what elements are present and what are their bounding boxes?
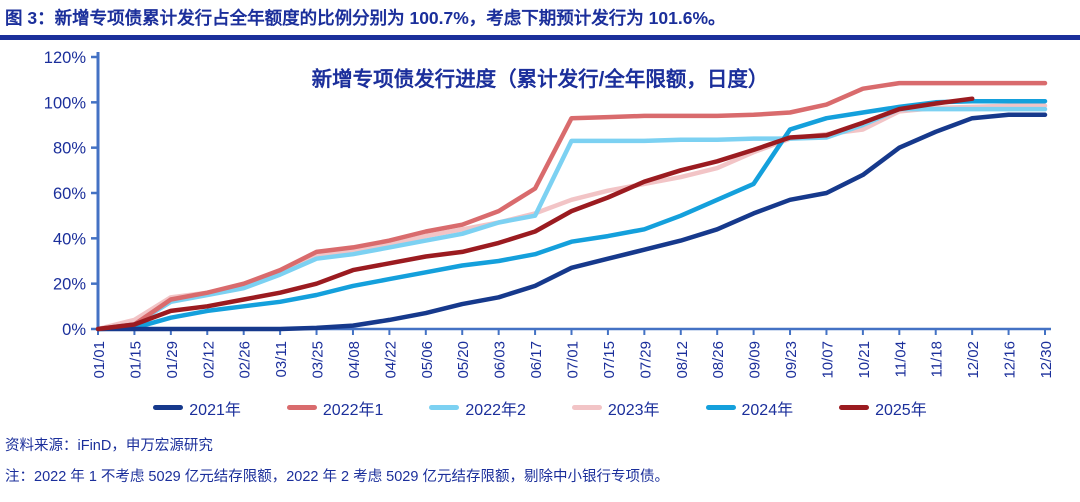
legend-label: 2025年 [875,401,927,419]
y-tick-label: 100% [44,94,87,112]
chart-title: 新增专项债发行进度（累计发行/全年限额，日度） [312,67,769,91]
x-tick-label: 05/20 [455,341,472,379]
x-tick-label: 09/23 [783,341,800,379]
x-tick-label: 03/11 [273,341,290,377]
x-tick-label: 01/01 [91,341,108,379]
legend-swatch [571,405,602,411]
x-tick-label: 08/12 [674,341,691,379]
x-tick-label: 04/22 [382,341,399,379]
x-tick-label: 01/29 [164,341,181,379]
legend-swatch [429,405,460,411]
source-line: 资料来源：iFinD，申万宏源研究 [5,437,213,454]
chart-legend: 2021年 2022年1 2022年2 2023年 2024年 2025年 [0,394,1080,422]
legend-item-2023年: 2023年 [571,396,660,420]
x-tick-label: 12/30 [1038,341,1055,379]
x-tick-label: 10/07 [819,341,836,379]
x-tick-label: 12/16 [1002,341,1019,379]
x-tick-label: 07/01 [565,341,582,379]
x-tick-label: 07/15 [601,341,618,379]
figure-footer: 资料来源：iFinD，申万宏源研究 注：2022 年 1 不考虑 5029 亿元… [0,434,1080,486]
y-tick-label: 20% [53,276,86,294]
legend-swatch [286,405,317,411]
series-line-2021年 [95,112,1048,332]
legend-label: 2022年1 [322,401,384,419]
legend-label: 2024年 [741,401,794,419]
x-tick-label: 08/26 [710,341,727,379]
x-tick-label: 01/15 [127,341,144,379]
x-tick-label: 03/25 [310,341,327,379]
x-tick-label: 10/21 [856,341,873,379]
x-tick-label: 02/26 [237,341,254,379]
x-tick-label: 06/03 [492,341,509,379]
chart-area: 0% 20% 40% 60% 80% 100% 120% 01/01 01/15 01/29 02/… [0,40,1080,392]
y-tick-label: 0% [62,321,86,339]
legend-swatch [839,405,870,411]
y-tick-label: 120% [44,49,87,67]
x-tick-label: 11/18 [929,341,946,377]
y-tick-label: 60% [53,185,86,203]
series-line-2025年 [95,96,975,332]
x-tick-label: 09/09 [747,341,764,379]
legend-item-2024年: 2024年 [705,396,794,420]
y-tick-label: 80% [53,140,86,158]
series-line-2024年 [95,98,1048,332]
x-tick-label: 12/02 [965,341,982,379]
legend-label: 2023年 [607,401,660,419]
legend-item-2025年: 2025年 [839,396,927,420]
series-line-2022年2 [95,106,1048,332]
x-tick-label: 02/12 [200,341,217,379]
x-tick-label: 04/08 [346,341,363,379]
legend-item-2021年: 2021年 [153,396,241,420]
x-tick-label: 06/17 [528,341,545,379]
x-tick-label: 11/04 [892,341,909,377]
issuance-progress-chart: 0% 20% 40% 60% 80% 100% 120% 01/01 01/15 01/29 02/… [44,49,1055,379]
legend-item-2022年1: 2022年1 [286,396,384,420]
legend-label: 2021年 [189,401,241,419]
legend-swatch [153,405,184,411]
legend-item-2022年2: 2022年2 [429,396,526,420]
x-tick-label: 07/29 [637,341,654,379]
legend-label: 2022年2 [465,401,526,419]
note-line: 注：2022 年 1 不考虑 5029 亿元结存限额，2022 年 2 考虑 5… [5,468,669,485]
y-tick-label: 40% [53,230,86,248]
x-tick-label: 05/06 [419,341,436,379]
legend-swatch [705,405,736,411]
figure-title: 图 3：新增专项债累计发行占全年额度的比例分别为 100.7%，考虑下期预计发行… [0,0,1080,40]
series-line-2022年1 [95,80,1048,332]
